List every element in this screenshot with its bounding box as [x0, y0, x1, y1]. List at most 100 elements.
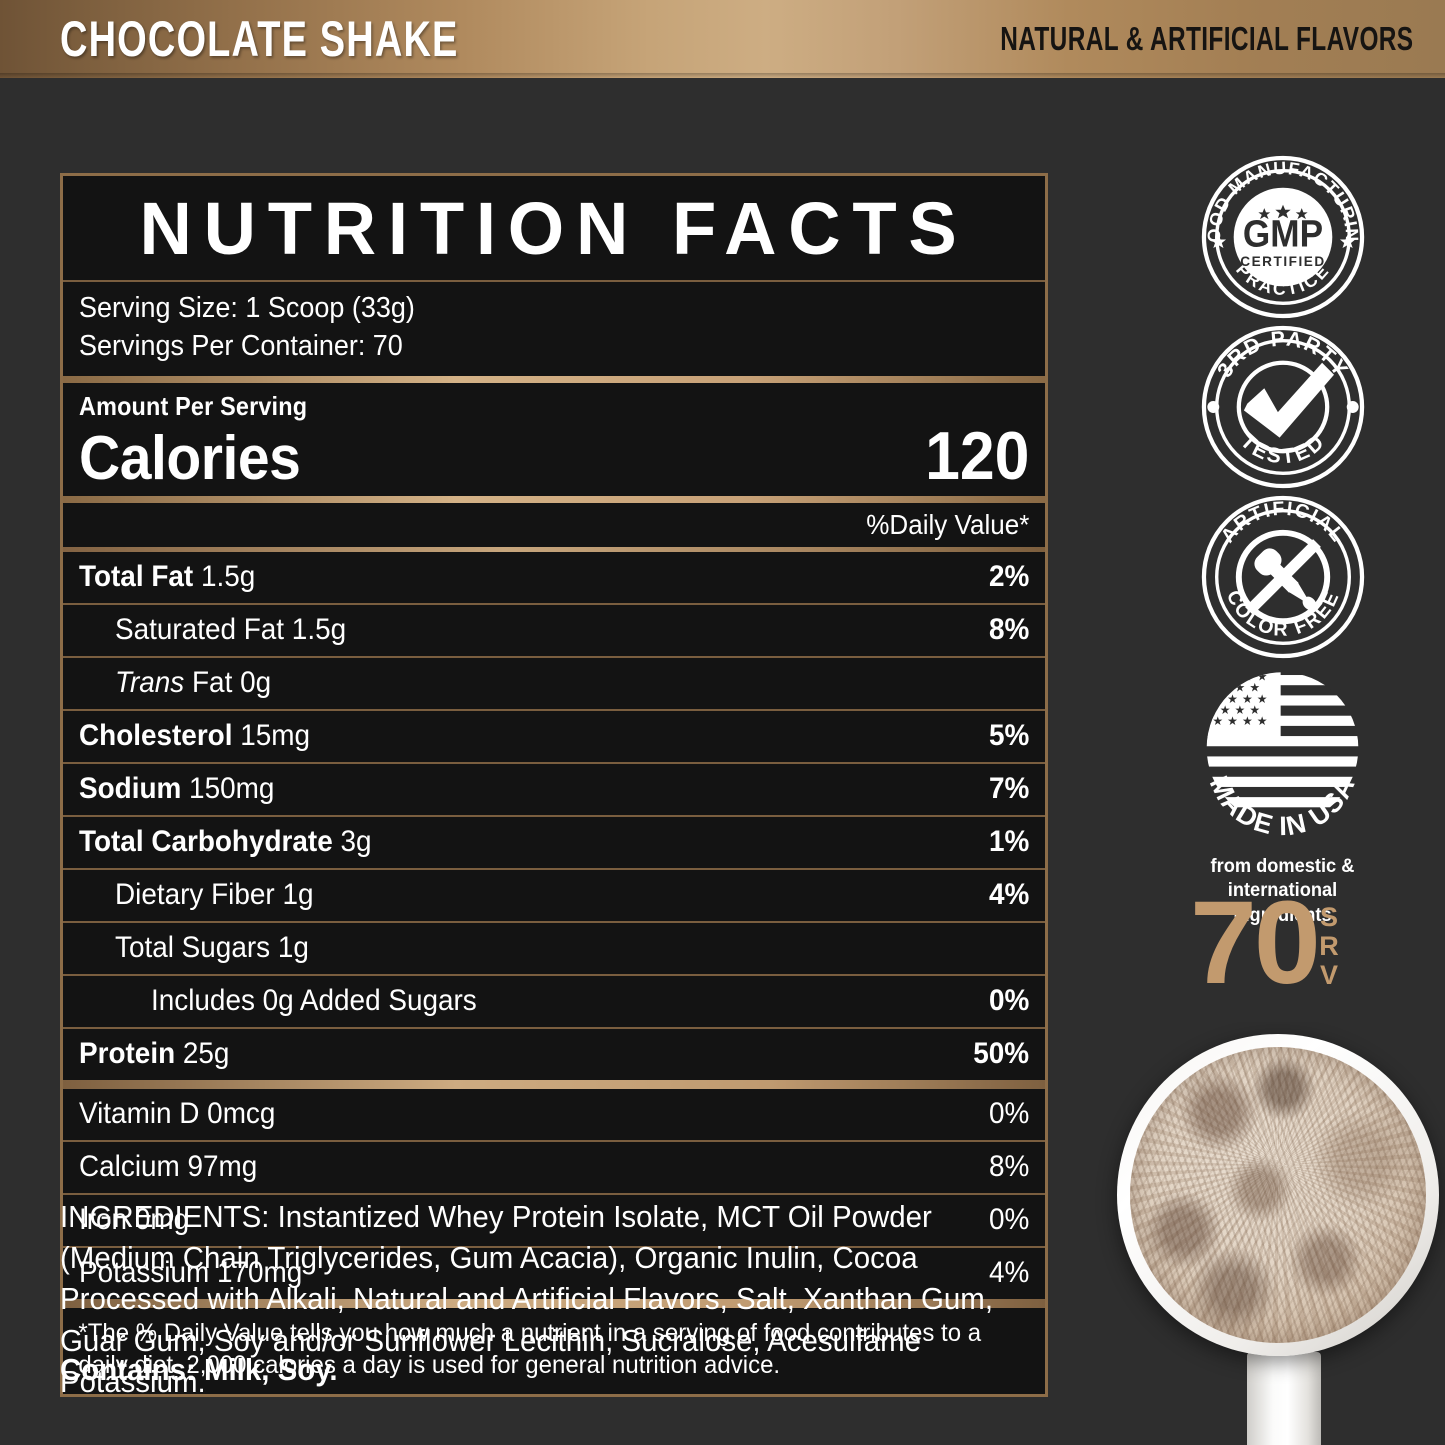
nutrient-daily-value: 8% — [988, 612, 1029, 646]
srv-letter-v: V — [1320, 960, 1339, 991]
nutrient-daily-value: 0% — [988, 983, 1029, 1017]
serving-size: Serving Size: 1 Scoop (33g) — [79, 292, 415, 324]
svg-text:★: ★ — [1257, 670, 1268, 684]
third-party-tested-icon: 3RD PARTY TESTED — [1201, 325, 1365, 489]
nutrient-label: Saturated Fat 1.5g — [115, 612, 347, 646]
svg-text:★: ★ — [1257, 692, 1268, 706]
svg-text:★: ★ — [1212, 714, 1223, 728]
svg-text:COLOR FREE: COLOR FREE — [1222, 587, 1344, 641]
nutrient-label: Includes 0g Added Sugars — [151, 983, 477, 1017]
vitamin-row: Calcium 97mg 8% — [63, 1142, 1045, 1193]
vitamin-row: Iron 0mg 0% — [63, 1195, 1045, 1246]
nutrient-row: Includes 0g Added Sugars 0% — [63, 976, 1045, 1027]
nutrient-daily-value: 50% — [973, 1036, 1029, 1070]
vitamin-daily-value: 4% — [988, 1255, 1029, 1289]
svg-text:★: ★ — [1212, 670, 1223, 684]
row-divider — [63, 1139, 1045, 1142]
certification-badges: GOOD MANUFACTURING PRACTICE GMP CERTIFIE… — [1183, 152, 1383, 662]
header-bar: CHOCOLATE SHAKE NATURAL & ARTIFICIAL FLA… — [0, 0, 1445, 78]
nutrient-daily-value: 1% — [988, 824, 1029, 858]
flavor-disclaimer: NATURAL & ARTIFICIAL FLAVORS — [999, 20, 1413, 57]
nutrition-facts-panel: NUTRITION FACTS Serving Size: 1 Scoop (3… — [60, 173, 1048, 1397]
nutrient-row: Total Carbohydrate 3g 1% — [63, 817, 1045, 868]
usa-caption-line-1: from domestic & — [1210, 856, 1355, 877]
vitamin-label: Calcium 97mg — [79, 1149, 258, 1183]
nutrient-daily-value: 2% — [988, 559, 1029, 593]
row-divider — [63, 920, 1045, 923]
vitamin-daily-value: 0% — [988, 1096, 1029, 1130]
divider-med — [63, 546, 1045, 552]
daily-value-footnote: *The % Daily Value tells you how much a … — [78, 1318, 982, 1380]
servings-per-container: Servings Per Container: 70 — [79, 330, 403, 363]
row-divider — [63, 761, 1045, 764]
nutrient-label: Trans Fat 0g — [115, 665, 272, 699]
servings-number: 70 — [1190, 877, 1321, 1009]
vitamin-label: Iron 0mg — [79, 1202, 190, 1236]
scoop-handle — [1247, 1352, 1321, 1445]
nutrient-label: Dietary Fiber 1g — [115, 877, 314, 911]
svg-text:★: ★ — [1198, 670, 1209, 684]
svg-text:★: ★ — [1220, 681, 1231, 695]
vitamin-row: Potassium 170mg 4% — [63, 1248, 1045, 1299]
vitamin-label: Potassium 170mg — [79, 1255, 303, 1289]
svg-text:★: ★ — [1242, 714, 1253, 728]
nutrient-row: Dietary Fiber 1g 4% — [63, 870, 1045, 921]
divider-thick — [63, 375, 1045, 383]
svg-text:GMP: GMP — [1243, 212, 1323, 255]
svg-text:★: ★ — [1249, 681, 1260, 695]
vitamin-daily-value: 0% — [988, 1202, 1029, 1236]
row-divider — [63, 1245, 1045, 1248]
nutrient-label: Cholesterol 15mg — [79, 718, 311, 752]
srv-letter-s: S — [1320, 902, 1339, 932]
svg-text:ARTIFICIAL: ARTIFICIAL — [1217, 498, 1350, 547]
nutrient-row: Cholesterol 15mg 5% — [63, 711, 1045, 762]
nutrient-row: Total Fat 1.5g 2% — [63, 552, 1045, 603]
nutrient-row: Trans Fat 0g — [63, 658, 1045, 709]
nutrient-row: Saturated Fat 1.5g 8% — [63, 605, 1045, 656]
nutrient-label: Protein 25g — [79, 1036, 230, 1070]
nutrient-row: Sodium 150mg 7% — [63, 764, 1045, 815]
row-divider — [63, 1026, 1045, 1029]
svg-text:★: ★ — [1205, 681, 1216, 695]
allergen-contains-text: Contains: Milk, Soy. — [60, 1352, 338, 1387]
gmp-badge-icon: GOOD MANUFACTURING PRACTICE GMP CERTIFIE… — [1198, 152, 1365, 319]
servings-count-badge: 70 S R V — [1190, 877, 1339, 1009]
daily-value-header: %Daily Value* — [865, 508, 1029, 540]
svg-text:★: ★ — [1257, 714, 1268, 728]
nutrient-row: Total Sugars 1g — [63, 923, 1045, 974]
svg-text:★: ★ — [1227, 692, 1238, 706]
calories-label: Calories — [79, 423, 301, 493]
vitamin-row: Vitamin D 0mcg 0% — [63, 1089, 1045, 1140]
made-in-usa-caption: from domestic & international ingredient… — [1194, 855, 1372, 928]
srv-letter-r: R — [1319, 931, 1339, 962]
nutrient-daily-value: 5% — [988, 718, 1029, 752]
row-divider — [63, 602, 1045, 605]
made-in-usa-icon: ★ ★ ★ ★ ★ ★ ★ ★ ★ ★ ★ ★ ★ ★ ★ ★ ★ ★ ★ ★ ★ ★ ★ MADE IN USA — [1198, 670, 1360, 841]
srv-letters: S R V — [1319, 902, 1339, 991]
svg-text:CERTIFIED: CERTIFIED — [1240, 254, 1326, 269]
nutrient-label: Total Carbohydrate 3g — [79, 824, 372, 858]
calories-block: Amount Per Serving Calories 120 — [63, 383, 1045, 496]
divider — [63, 280, 1045, 282]
svg-text:★: ★ — [1205, 703, 1216, 717]
nutrient-label: Total Sugars 1g — [115, 930, 309, 964]
nutrient-daily-value: 4% — [988, 877, 1029, 911]
serving-info-block: Serving Size: 1 Scoop (33g) Servings Per… — [63, 282, 1045, 376]
svg-text:★: ★ — [1198, 714, 1209, 728]
dropper-icon — [1254, 548, 1317, 611]
svg-text:★: ★ — [1249, 703, 1260, 717]
artificial-color-free-badge: ARTIFICIAL COLOR FREE — [1198, 492, 1368, 662]
svg-text:★: ★ — [1220, 703, 1231, 717]
product-title: CHOCOLATE SHAKE — [60, 11, 459, 67]
row-divider — [63, 708, 1045, 711]
svg-text:★: ★ — [1235, 703, 1246, 717]
usa-caption-line-2: international ingredients — [1227, 880, 1338, 926]
nutrient-label: Sodium 150mg — [79, 771, 275, 805]
vitamin-rows-container: Vitamin D 0mcg 0% Calcium 97mg 8% Iron 0mg 0%… — [63, 1089, 1045, 1299]
nutrient-rows-container: Total Fat 1.5g 2% Saturated Fat 1.5g 8% Tran… — [63, 552, 1045, 1080]
divider-section — [63, 1079, 1045, 1089]
row-divider — [63, 814, 1045, 817]
vitamin-label: Vitamin D 0mcg — [79, 1096, 276, 1130]
amount-per-serving-label: Amount Per Serving — [79, 390, 308, 421]
vitamin-daily-value: 8% — [988, 1149, 1029, 1183]
